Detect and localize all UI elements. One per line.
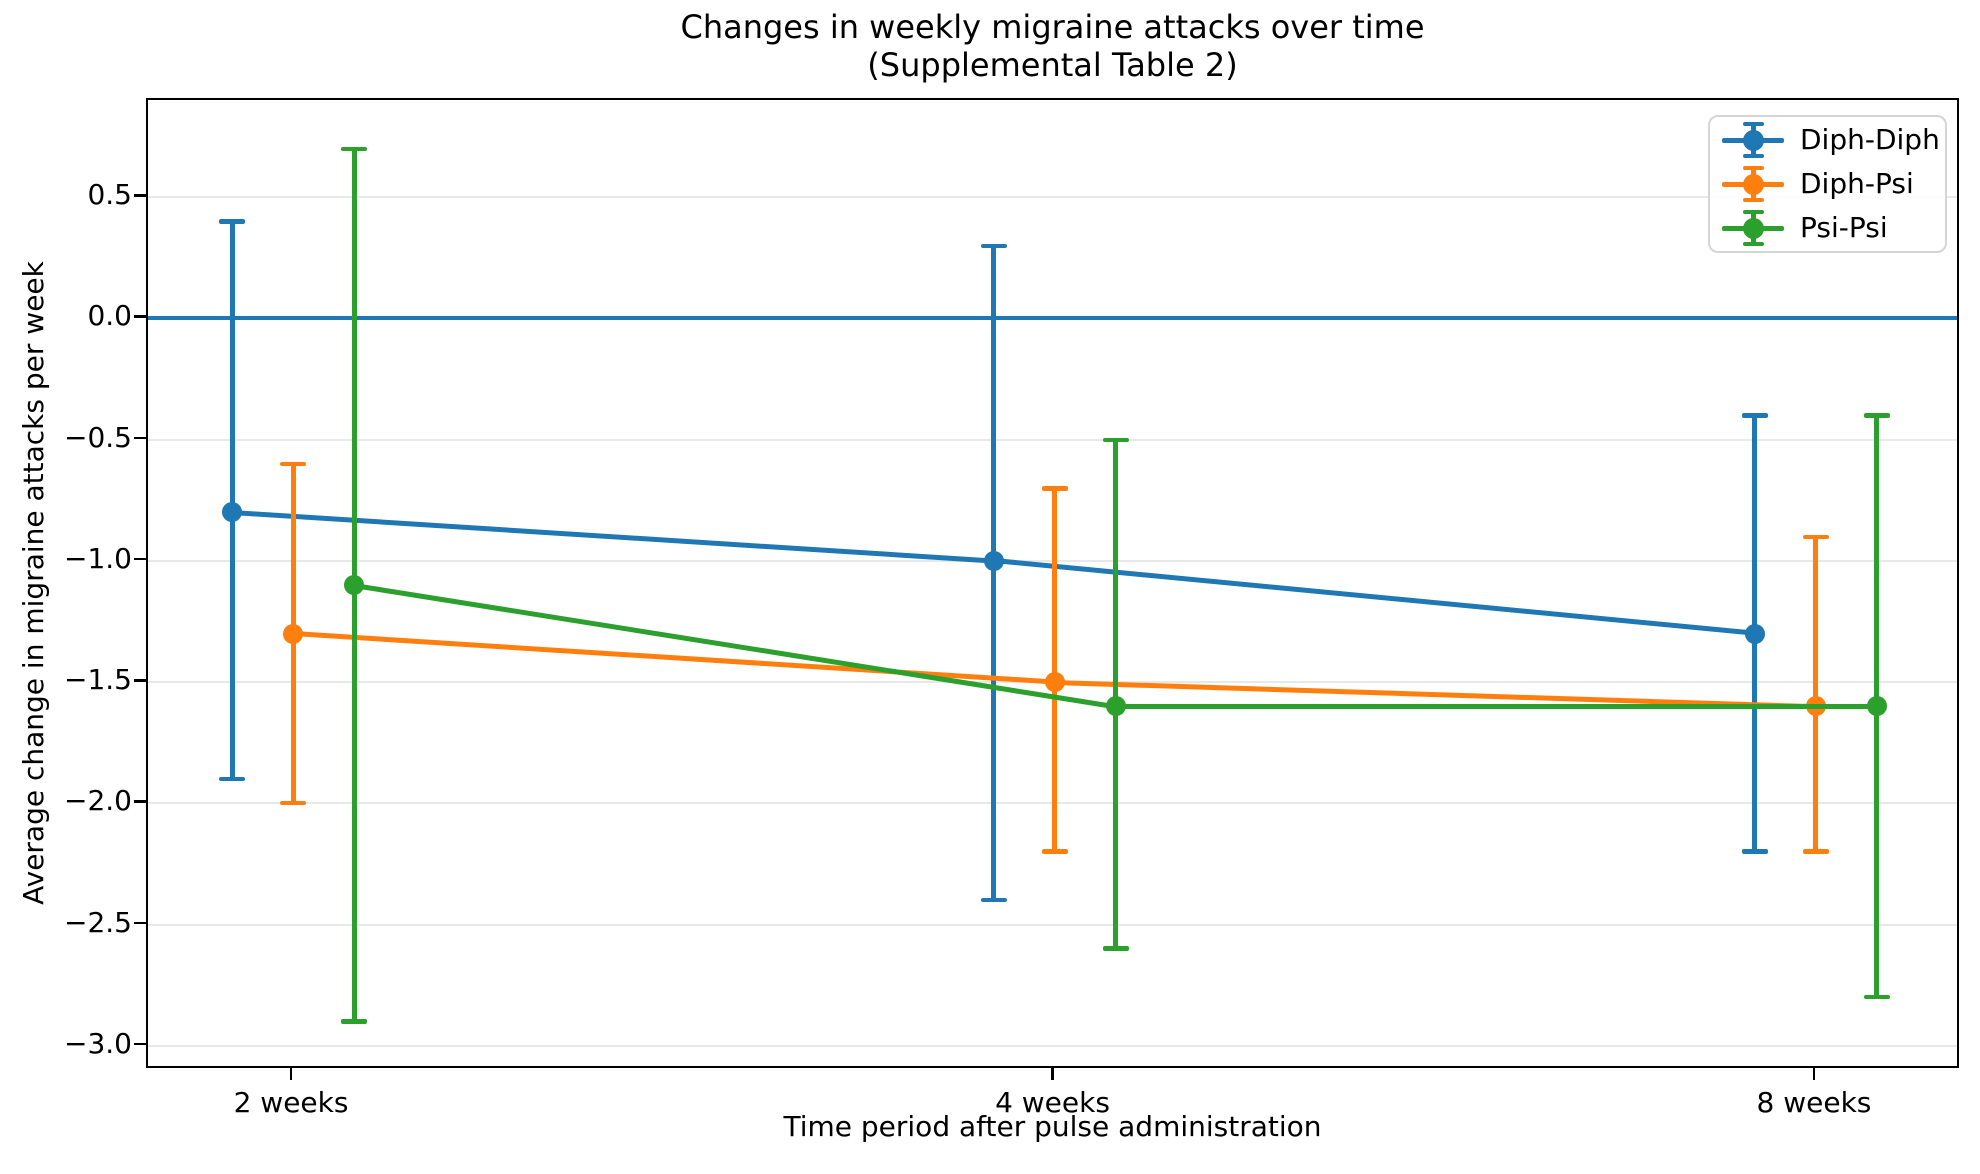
legend-item-diph-diph: Diph-Diph [1722,118,1940,162]
data-point-marker [344,575,365,595]
error-bar-cap-top [341,146,368,151]
data-point-marker [1744,623,1765,644]
y-tick-label: −2.0 [64,784,132,818]
error-bar-cap-bottom [1102,946,1129,951]
y-tick-label: −2.5 [64,905,132,939]
y-tick-label: −1.5 [64,663,132,696]
error-bar [1813,536,1819,852]
y-tick-mark [134,315,146,318]
series-line-segment [231,509,994,564]
y-tick-label: −0.5 [64,420,132,454]
y-gridline [148,923,1957,926]
plot-area [146,98,1959,1068]
y-tick-mark [134,800,146,803]
y-tick-mark [134,194,146,197]
y-tick-label: −3.0 [64,1026,132,1060]
x-tick-label: 2 weeks [233,1086,349,1119]
series-line-segment [1115,703,1877,709]
y-gridline [148,196,1957,198]
data-point-marker [983,550,1004,571]
data-point-marker [222,502,243,523]
error-bar-cap-bottom [1863,994,1890,1000]
y-gridline [148,1044,1957,1047]
error-bar-cap-bottom [1802,849,1829,854]
x-axis-label: Time period after pulse administration [783,1110,1322,1143]
x-tick-label: 8 weeks [1756,1086,1872,1119]
error-bar-cap-top [1041,486,1068,491]
data-point-marker [1044,672,1065,692]
error-bar-cap-bottom [1741,849,1768,854]
x-tick-mark [1812,1068,1816,1080]
errorbar-legend-icon [1722,118,1784,162]
error-bar-cap-top [1741,413,1768,418]
chart-title-line2: (Supplemental Table 2) [867,46,1238,84]
legend-item-psi-psi: Psi-Psi [1722,206,1933,250]
y-tick-mark [134,436,146,439]
x-tick-label: 4 weeks [995,1086,1110,1119]
data-point-marker [1866,696,1887,717]
x-tick-mark [289,1068,293,1080]
legend-label: Psi-Psi [1800,211,1888,244]
zero-reference-line [148,316,1957,321]
y-tick-label: 0.0 [87,299,132,333]
y-tick-mark [134,921,146,924]
chart-title-line1: Changes in weekly migraine attacks over … [680,8,1425,46]
error-bar-cap-top [1102,437,1129,442]
error-bar-cap-bottom [1041,849,1068,854]
error-bar-cap-top [1863,413,1890,418]
error-bar [1113,439,1118,949]
data-point-marker [283,623,304,644]
error-bar-cap-top [280,461,307,467]
error-bar-cap-bottom [980,897,1007,903]
error-bar [1052,488,1057,852]
chart-title: Changes in weekly migraine attacks over … [146,8,1959,84]
y-tick-label: 0.5 [87,178,132,211]
y-tick-label: −1.0 [64,541,132,575]
error-bar-cap-top [980,243,1007,248]
legend-label: Diph-Psi [1800,167,1914,200]
error-bar-cap-top [1802,534,1829,539]
error-bar [991,245,996,901]
errorbar-legend-icon [1722,206,1784,250]
error-bar-cap-bottom [280,800,307,806]
legend: Diph-Diph Diph-Psi Psi-Psi [1708,115,1947,253]
y-tick-mark [134,557,146,561]
error-bar [229,221,235,779]
error-bar-cap-bottom [219,776,246,781]
errorbar-legend-icon [1722,162,1784,206]
y-tick-mark [134,1042,146,1046]
series-line-segment [993,558,1756,636]
legend-label: Diph-Diph [1800,123,1940,156]
error-bar-cap-bottom [341,1019,368,1024]
y-tick-mark [134,679,146,682]
legend-item-diph-psi: Diph-Psi [1722,162,1933,206]
data-point-marker [1105,696,1126,717]
x-tick-mark [1051,1068,1054,1080]
y-gridline [148,438,1957,441]
error-bar-cap-top [219,219,246,224]
